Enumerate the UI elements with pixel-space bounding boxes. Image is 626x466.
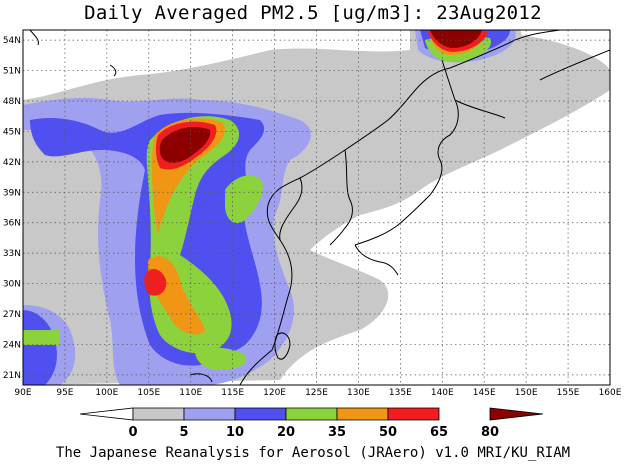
lon-tick-label: 135E xyxy=(389,388,412,398)
lat-tick-label: 30N xyxy=(3,280,21,290)
map-title: Daily Averaged PM2.5 [ug/m3]: 23Aug2012 xyxy=(84,2,542,24)
lon-tick-label: 120E xyxy=(263,388,286,398)
lat-tick-label: 36N xyxy=(3,219,21,229)
gridlines xyxy=(23,30,610,385)
plot-frame xyxy=(22,29,611,386)
colorbar-swatch xyxy=(387,407,440,421)
colorbar-label: 80 xyxy=(481,425,499,440)
colorbar-swatch xyxy=(132,407,185,421)
lon-tick-label: 160E xyxy=(599,388,622,398)
lon-tick-label: 125E xyxy=(305,388,328,398)
lat-tick-label: 45N xyxy=(3,127,21,137)
colorbar-swatch xyxy=(489,407,544,421)
lon-tick-label: 150E xyxy=(515,388,538,398)
lat-tick-label: 27N xyxy=(3,310,21,320)
lon-tick-label: 145E xyxy=(473,388,496,398)
lon-tick-label: 95E xyxy=(56,388,73,398)
contour-over-80-north xyxy=(430,30,482,48)
colorbar-swatch xyxy=(234,407,287,421)
lon-tick-label: 110E xyxy=(179,388,202,398)
colorbar-label: 35 xyxy=(328,425,346,440)
lat-tick-label: 54N xyxy=(3,36,21,46)
colorbar-swatch xyxy=(183,407,236,421)
colorbar-label: 65 xyxy=(430,425,448,440)
lon-tick-label: 100E xyxy=(95,388,118,398)
lon-tick-label: 155E xyxy=(557,388,580,398)
lat-tick-label: 42N xyxy=(3,158,21,168)
lon-tick-label: 140E xyxy=(431,388,454,398)
concentration-field xyxy=(23,30,610,385)
lon-tick-label: 115E xyxy=(221,388,244,398)
colorbar-swatch xyxy=(79,407,134,421)
lon-tick-label: 90E xyxy=(14,388,31,398)
lon-tick-label: 105E xyxy=(137,388,160,398)
colorbar-label: 10 xyxy=(226,425,244,440)
contour-over-80 xyxy=(159,127,211,163)
lat-tick-label: 48N xyxy=(3,97,21,107)
contour-35-50-west xyxy=(23,330,60,345)
lat-tick-label: 33N xyxy=(3,249,21,259)
colorbar-label: 20 xyxy=(277,425,295,440)
contour-35-50-east xyxy=(225,175,263,224)
lat-tick-label: 51N xyxy=(3,67,21,77)
lat-axis-labels: 54N 51N 48N 45N 42N 39N 36N 33N 30N 27N 24N 21N xyxy=(3,36,21,381)
colorbar-label: 0 xyxy=(128,425,137,440)
contour-20-35-west xyxy=(23,310,57,385)
lat-tick-label: 39N xyxy=(3,188,21,198)
lon-axis-labels: 90E 95E 100E 105E 110E 115E 120E 125E 130E 135E 14… xyxy=(14,388,621,398)
colorbar-label: 50 xyxy=(379,425,397,440)
colorbar: 0 5 10 20 35 50 65 80 xyxy=(79,407,544,440)
contour-65-80-mid xyxy=(144,268,167,296)
footer-credit: The Japanese Reanalysis for Aerosol (JRA… xyxy=(55,445,571,461)
lon-tick-label: 130E xyxy=(347,388,370,398)
colorbar-label: 5 xyxy=(179,425,188,440)
lat-tick-label: 21N xyxy=(3,371,21,381)
lat-tick-label: 24N xyxy=(3,340,21,350)
colorbar-swatch xyxy=(285,407,338,421)
colorbar-swatch xyxy=(336,407,389,421)
contour-35-50-south xyxy=(195,347,246,370)
